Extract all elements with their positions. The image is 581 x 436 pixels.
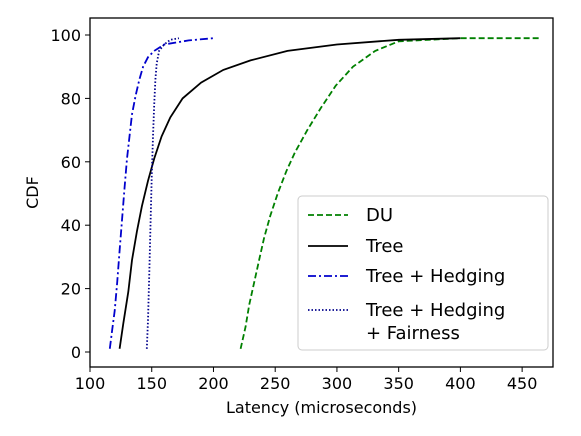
x-tick-label: 250	[260, 374, 291, 393]
series-layer	[108, 37, 541, 349]
y-axis-label: CDF	[23, 176, 42, 209]
x-tick-label: 350	[383, 374, 414, 393]
y-tick-label: 100	[50, 26, 81, 45]
x-axis-label: Latency (microseconds)	[226, 398, 417, 417]
y-tick-label: 80	[61, 89, 81, 108]
legend-box	[297, 195, 549, 351]
x-tick-label: 100	[75, 374, 106, 393]
x-tick-label: 300	[322, 374, 353, 393]
legend-label-1: Tree	[365, 236, 404, 257]
legend-label-2: Tree + Hedging	[365, 266, 505, 287]
y-tick-label: 60	[61, 153, 81, 172]
y-axis: 0 20 40 60 80 100	[50, 26, 90, 362]
x-tick-label: 450	[507, 374, 538, 393]
legend-label-3: Tree + Hedging + Fairness	[365, 300, 505, 344]
plot-frame	[89, 17, 554, 368]
series-line-2	[108, 37, 214, 349]
y-tick-label: 0	[71, 343, 81, 362]
series-line-0	[239, 37, 541, 349]
x-tick-label: 150	[136, 374, 167, 393]
legend: DU Tree Tree + Hedging Tree + Hedging + Fair…	[297, 195, 549, 351]
y-tick-label: 40	[61, 216, 81, 235]
x-axis: 100 150 200 250 300 350 400 450	[75, 367, 538, 393]
legend-label-0: DU	[366, 205, 393, 226]
series-line-1	[118, 37, 461, 349]
y-tick-label: 20	[61, 280, 81, 299]
series-line-3	[145, 37, 180, 349]
x-tick-label: 200	[198, 374, 229, 393]
x-tick-label: 400	[445, 374, 476, 393]
